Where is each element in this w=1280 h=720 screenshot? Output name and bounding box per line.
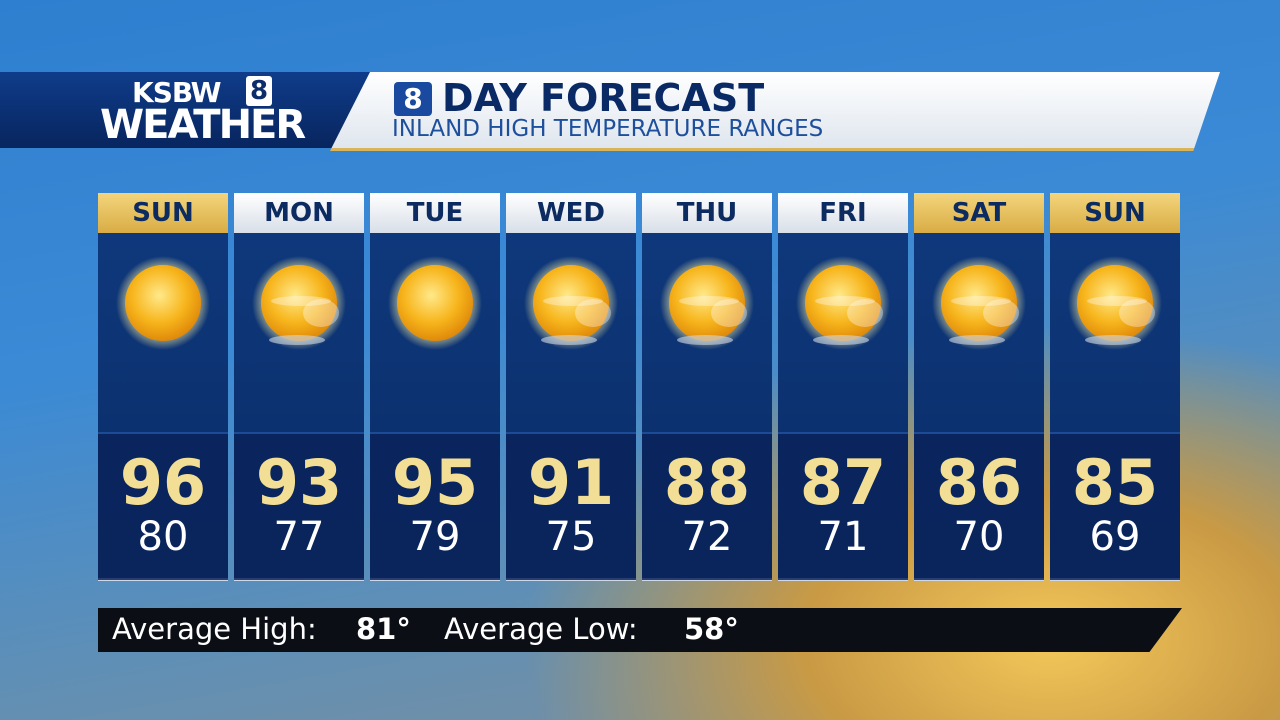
icon-part [847, 299, 883, 327]
high: 85 [1071, 446, 1159, 519]
logo-channel: 8 [246, 76, 273, 106]
low: 79 [409, 514, 461, 560]
high: 91 [527, 446, 615, 519]
icon-part [533, 265, 609, 341]
footer-bar [98, 608, 1182, 652]
icon-part [1087, 296, 1147, 306]
title-badge: 8 [394, 82, 432, 116]
high: 96 [119, 446, 207, 519]
icon-part [805, 265, 881, 341]
day-column: WED 91 75 [506, 193, 636, 581]
day-name: TUE [370, 193, 500, 233]
day-name: SAT [914, 193, 1044, 233]
day-name: FRI [778, 193, 908, 233]
day-column: TUE 95 79 [370, 193, 500, 581]
low: 77 [273, 514, 325, 560]
low: 75 [545, 514, 597, 560]
temps: 93 77 [234, 432, 364, 580]
icon-part [677, 335, 733, 345]
subtitle: INLAND HIGH TEMPERATURE RANGES [392, 116, 824, 142]
icon-part [949, 335, 1005, 345]
weather-icon [524, 256, 618, 350]
day-column: SUN 96 80 [98, 193, 228, 581]
weather-icon [1068, 256, 1162, 350]
icon-part [815, 296, 875, 306]
day-column: MON 93 77 [234, 193, 364, 581]
temps: 86 70 [914, 432, 1044, 580]
day-name: WED [506, 193, 636, 233]
avg-high-value: 81° [356, 612, 411, 646]
temps: 85 69 [1050, 432, 1180, 580]
temps: 87 71 [778, 432, 908, 580]
avg-low-label: Average Low: [444, 612, 638, 646]
icon-part [669, 265, 745, 341]
weather-icon [932, 256, 1026, 350]
temps: 95 79 [370, 432, 500, 580]
low: 70 [953, 514, 1005, 560]
icon-part [543, 296, 603, 306]
icon-part [125, 265, 201, 341]
temps: 88 72 [642, 432, 772, 580]
low: 72 [681, 514, 733, 560]
icon-part [813, 335, 869, 345]
weather-icon [116, 256, 210, 350]
day-name: SUN [1050, 193, 1180, 233]
day-column: FRI 87 71 [778, 193, 908, 581]
high: 87 [799, 446, 887, 519]
title: DAY FORECAST [442, 76, 765, 120]
title-bar [330, 72, 1220, 151]
logo-box [0, 72, 372, 148]
high: 93 [255, 446, 343, 519]
day-column: THU 88 72 [642, 193, 772, 581]
icon-part [269, 335, 325, 345]
temps: 91 75 [506, 432, 636, 580]
icon-part [1085, 335, 1141, 345]
high: 86 [935, 446, 1023, 519]
icon-part [271, 296, 331, 306]
day-column: SUN 85 69 [1050, 193, 1180, 581]
icon-part [983, 299, 1019, 327]
icon-part [575, 299, 611, 327]
temps: 96 80 [98, 432, 228, 580]
icon-part [711, 299, 747, 327]
logo-label: WEATHER [100, 102, 306, 148]
icon-part [541, 335, 597, 345]
icon-part [397, 265, 473, 341]
weather-icon [796, 256, 890, 350]
logo-station: KSBW [132, 76, 222, 109]
day-name: THU [642, 193, 772, 233]
day-column: SAT 86 70 [914, 193, 1044, 581]
icon-part [1077, 265, 1153, 341]
icon-part [303, 299, 339, 327]
weather-icon [660, 256, 754, 350]
icon-part [679, 296, 739, 306]
icon-part [261, 265, 337, 341]
avg-low-value: 58° [684, 612, 739, 646]
day-name: SUN [98, 193, 228, 233]
avg-high-label: Average High: [112, 612, 317, 646]
day-name: MON [234, 193, 364, 233]
weather-icon [252, 256, 346, 350]
icon-part [941, 265, 1017, 341]
high: 95 [391, 446, 479, 519]
icon-part [1119, 299, 1155, 327]
low: 80 [137, 514, 189, 560]
low: 69 [1089, 514, 1141, 560]
high: 88 [663, 446, 751, 519]
icon-part [951, 296, 1011, 306]
low: 71 [817, 514, 869, 560]
weather-icon [388, 256, 482, 350]
